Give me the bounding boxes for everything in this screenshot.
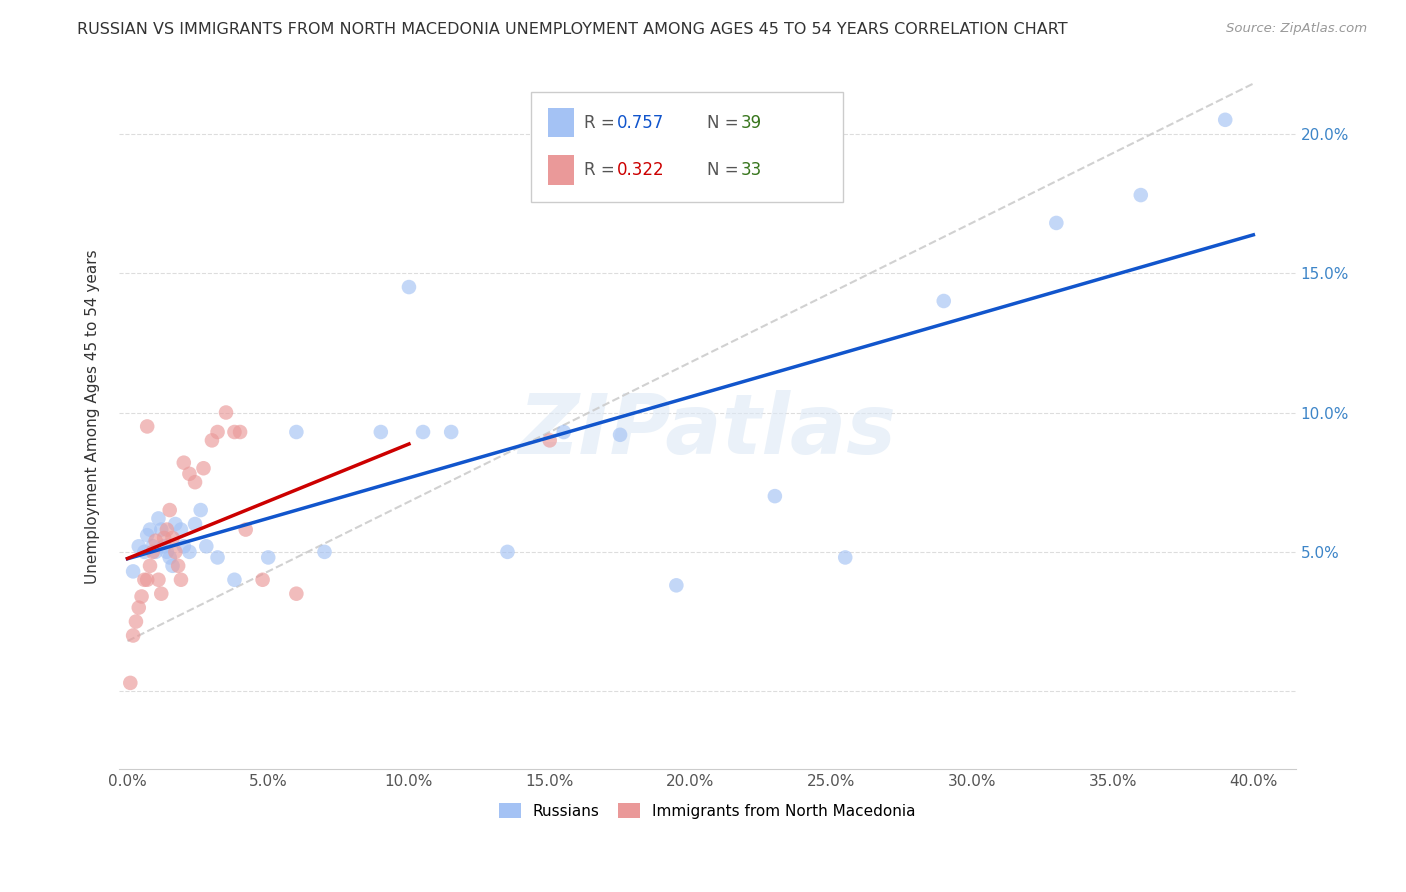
Point xyxy=(170,573,193,587)
Point xyxy=(136,528,159,542)
Text: Source: ZipAtlas.com: Source: ZipAtlas.com xyxy=(1226,22,1367,36)
Point xyxy=(167,558,190,573)
Point xyxy=(122,628,145,642)
Point xyxy=(314,545,336,559)
Point xyxy=(370,425,392,439)
Point xyxy=(136,573,159,587)
Point xyxy=(139,523,162,537)
Point xyxy=(1213,112,1236,127)
Point xyxy=(215,405,238,419)
Text: R =: R = xyxy=(583,161,620,179)
Point xyxy=(412,425,434,439)
Point xyxy=(184,475,207,490)
Point xyxy=(165,516,187,531)
Text: RUSSIAN VS IMMIGRANTS FROM NORTH MACEDONIA UNEMPLOYMENT AMONG AGES 45 TO 54 YEAR: RUSSIAN VS IMMIGRANTS FROM NORTH MACEDON… xyxy=(77,22,1069,37)
Point xyxy=(285,587,308,601)
Point xyxy=(224,573,246,587)
Point xyxy=(195,539,218,553)
Point xyxy=(128,539,150,553)
Point xyxy=(153,539,176,553)
Point xyxy=(159,550,181,565)
Point xyxy=(145,533,167,548)
Point xyxy=(193,461,215,475)
Point xyxy=(142,545,165,559)
Point xyxy=(128,600,150,615)
Text: ZIPatlas: ZIPatlas xyxy=(519,391,896,471)
Point xyxy=(145,545,167,559)
FancyBboxPatch shape xyxy=(531,92,842,202)
Point xyxy=(201,434,224,448)
Point xyxy=(173,539,195,553)
Point xyxy=(235,523,257,537)
Point xyxy=(165,545,187,559)
Y-axis label: Unemployment Among Ages 45 to 54 years: Unemployment Among Ages 45 to 54 years xyxy=(86,250,100,584)
Point xyxy=(156,523,179,537)
Point xyxy=(763,489,786,503)
Text: 39: 39 xyxy=(741,113,762,132)
Text: 0.757: 0.757 xyxy=(617,113,664,132)
Point xyxy=(932,293,955,308)
Point xyxy=(134,545,156,559)
Point xyxy=(1129,188,1152,202)
Point xyxy=(120,676,142,690)
Point xyxy=(184,516,207,531)
Text: N =: N = xyxy=(707,161,744,179)
Point xyxy=(207,550,229,565)
Point xyxy=(229,425,252,439)
Point xyxy=(150,587,173,601)
Point xyxy=(156,545,179,559)
Point xyxy=(136,419,159,434)
Point xyxy=(179,467,201,481)
Point xyxy=(139,558,162,573)
Point xyxy=(553,425,575,439)
Point xyxy=(440,425,463,439)
Legend: Russians, Immigrants from North Macedonia: Russians, Immigrants from North Macedoni… xyxy=(494,797,921,825)
Point xyxy=(257,550,280,565)
Text: 0.322: 0.322 xyxy=(617,161,665,179)
Point xyxy=(122,565,145,579)
Point xyxy=(170,523,193,537)
Point xyxy=(134,573,156,587)
Point xyxy=(179,545,201,559)
Text: N =: N = xyxy=(707,113,744,132)
Point xyxy=(142,539,165,553)
Bar xyxy=(548,155,575,185)
Point xyxy=(131,590,153,604)
Point xyxy=(148,573,170,587)
Point xyxy=(207,425,229,439)
Point xyxy=(125,615,148,629)
Point xyxy=(665,578,688,592)
Point xyxy=(153,531,176,545)
Point xyxy=(538,434,561,448)
Point xyxy=(190,503,212,517)
Point xyxy=(252,573,274,587)
Text: R =: R = xyxy=(583,113,620,132)
Point xyxy=(398,280,420,294)
Text: 33: 33 xyxy=(741,161,762,179)
Point xyxy=(224,425,246,439)
Point xyxy=(162,531,184,545)
Point xyxy=(285,425,308,439)
Point xyxy=(609,427,631,442)
Point xyxy=(834,550,856,565)
Point xyxy=(150,523,173,537)
Point xyxy=(148,511,170,525)
Point xyxy=(1045,216,1067,230)
Point xyxy=(162,558,184,573)
Point xyxy=(159,503,181,517)
Point xyxy=(496,545,519,559)
Bar xyxy=(548,108,575,137)
Point xyxy=(173,456,195,470)
